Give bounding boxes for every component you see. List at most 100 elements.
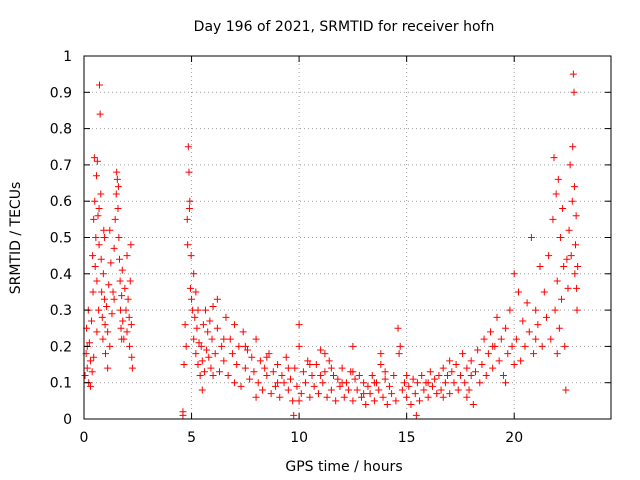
data-point (124, 295, 132, 303)
data-point (510, 361, 518, 369)
data-point (304, 357, 312, 365)
data-point (467, 357, 475, 365)
data-point (370, 379, 378, 387)
data-point (208, 335, 216, 343)
data-point (226, 335, 234, 343)
data-point (523, 299, 531, 307)
data-point (515, 288, 523, 296)
data-point (114, 204, 122, 212)
data-point (127, 321, 135, 329)
data-point (538, 342, 546, 350)
data-point (571, 270, 579, 278)
data-point (530, 350, 538, 358)
data-point (267, 390, 275, 398)
data-point (90, 353, 98, 361)
data-point (568, 197, 576, 205)
data-point (123, 328, 131, 336)
data-point (194, 306, 202, 314)
data-point (407, 400, 415, 408)
data-point (252, 335, 260, 343)
data-point (81, 371, 89, 379)
data-point (390, 371, 398, 379)
y-tick-label: 0.1 (50, 376, 72, 392)
data-point (532, 306, 540, 314)
data-point (114, 183, 122, 191)
data-point (126, 277, 134, 285)
data-point (228, 350, 236, 358)
data-point (198, 357, 206, 365)
data-point (327, 364, 335, 372)
data-point (355, 371, 363, 379)
data-point (126, 342, 134, 350)
data-point (261, 364, 269, 372)
data-point (94, 212, 102, 220)
data-point (368, 371, 376, 379)
data-point (403, 371, 411, 379)
data-point (88, 368, 96, 376)
data-point (569, 70, 577, 78)
gridlines (84, 56, 611, 419)
data-point (192, 288, 200, 296)
data-point (452, 361, 460, 369)
data-point (89, 288, 97, 296)
data-point (284, 364, 292, 372)
y-tick-label: 0.6 (50, 194, 72, 210)
data-point (194, 361, 202, 369)
data-point (125, 313, 133, 321)
data-point (465, 386, 473, 394)
data-point (93, 277, 101, 285)
data-point (241, 364, 249, 372)
data-point (364, 382, 372, 390)
y-tick-label: 0.5 (50, 231, 72, 247)
data-point (90, 215, 98, 223)
data-point (286, 375, 294, 383)
data-point (553, 350, 561, 358)
data-point (291, 364, 299, 372)
data-point (122, 306, 130, 314)
data-point (185, 168, 193, 176)
data-point (504, 350, 512, 358)
data-point (115, 255, 123, 263)
data-point (186, 197, 194, 205)
data-point (572, 212, 580, 220)
y-tick-label: 0 (63, 412, 72, 428)
data-point (542, 313, 550, 321)
data-point (463, 393, 471, 401)
data-point (190, 270, 198, 278)
data-point (198, 386, 206, 394)
data-point (106, 226, 114, 234)
data-point (487, 328, 495, 336)
data-point (572, 241, 580, 249)
data-point (282, 353, 290, 361)
chart-title: Day 196 of 2021, SRMTID for receiver hof… (194, 19, 495, 35)
x-tick-label: 20 (505, 430, 523, 446)
data-point (426, 368, 434, 376)
data-point (562, 386, 570, 394)
data-point (202, 306, 210, 314)
data-point (86, 382, 94, 390)
data-point (330, 371, 338, 379)
data-point (448, 368, 456, 376)
data-point (444, 371, 452, 379)
data-point (338, 379, 346, 387)
data-point (433, 390, 441, 398)
data-point (302, 379, 310, 387)
data-point (431, 375, 439, 383)
data-point (532, 335, 540, 343)
data-point (519, 317, 527, 325)
y-tick-label: 1 (63, 49, 72, 65)
data-point (97, 190, 105, 198)
data-point (295, 321, 303, 329)
data-point (556, 234, 564, 241)
data-point (193, 324, 201, 332)
data-point (510, 270, 518, 278)
data-point (360, 390, 368, 398)
data-point (385, 382, 393, 390)
data-point (183, 215, 191, 223)
data-point (508, 342, 516, 350)
data-point (180, 361, 188, 369)
data-point (195, 339, 203, 347)
data-point (574, 263, 582, 271)
data-point (181, 321, 189, 329)
data-point (95, 241, 103, 249)
